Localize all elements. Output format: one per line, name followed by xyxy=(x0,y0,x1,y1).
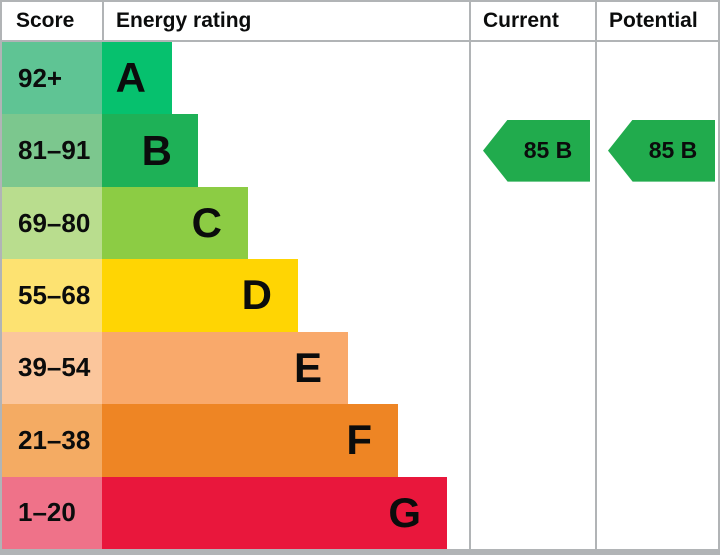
potential-column-divider xyxy=(595,42,597,549)
band-row-g: 1–20 G xyxy=(2,476,718,549)
band-bar: A xyxy=(102,42,172,115)
band-bar: E xyxy=(102,331,348,405)
band-row-f: 21–38 F xyxy=(2,404,718,477)
score-column-header: Score xyxy=(16,9,75,32)
band-row-b: 81–91 B xyxy=(2,114,718,187)
band-row-c: 69–80 C xyxy=(2,186,718,260)
header-row: Score Energy rating Current Potential xyxy=(2,2,718,42)
band-bar: D xyxy=(102,259,298,332)
potential-column-header: Potential xyxy=(595,2,718,40)
band-row-a: 92+ A xyxy=(2,42,718,115)
score-cell: 1–20 xyxy=(2,476,102,549)
current-arrow: 85 B xyxy=(483,119,590,182)
band-bar: G xyxy=(102,476,447,549)
score-cell: 55–68 xyxy=(2,259,102,332)
score-cell: 21–38 xyxy=(2,404,102,477)
band-bar: B xyxy=(102,114,198,187)
score-cell: 92+ xyxy=(2,42,102,115)
band-row-d: 55–68 D xyxy=(2,259,718,332)
band-rows: 92+ A 81–91 B 69–80 C 55–68 D 39–54 E 21… xyxy=(2,42,718,549)
band-bar: C xyxy=(102,186,248,260)
score-cell: 69–80 xyxy=(2,186,102,260)
current-column-divider xyxy=(469,42,471,549)
potential-arrow: 85 B xyxy=(608,119,715,182)
current-column-header: Current xyxy=(469,2,595,40)
energy-rating-column-header: Energy rating xyxy=(102,2,469,40)
score-cell: 39–54 xyxy=(2,331,102,405)
band-row-e: 39–54 E xyxy=(2,331,718,405)
score-cell: 81–91 xyxy=(2,114,102,187)
band-bar: F xyxy=(102,404,398,477)
